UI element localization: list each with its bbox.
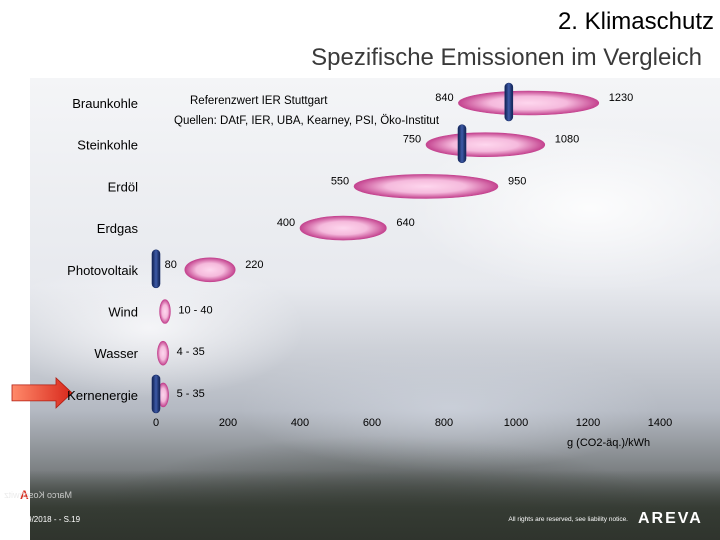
x-tick-label-800: 800 xyxy=(435,417,453,429)
footer-mirrored-text: Marco Koschwitz xyxy=(3,490,72,500)
range-ellipse-wind xyxy=(159,299,171,324)
reference-bar-photovoltaik xyxy=(151,249,161,289)
reference-bar-braunkohle xyxy=(504,82,514,122)
range-ellipse-photovoltaik xyxy=(184,257,236,283)
category-label-kernenergie: Kernenergie xyxy=(67,388,138,403)
range-ellipse-erd-l xyxy=(353,174,499,199)
value-label-max-erdgas: 640 xyxy=(396,217,414,229)
value-label-range-kernenergie: 5 - 35 xyxy=(177,388,205,400)
x-axis-unit-label: g (CO2-äq.)/kWh xyxy=(567,437,650,449)
sky-background xyxy=(30,78,720,540)
value-label-min-photovoltaik: 80 xyxy=(165,259,177,271)
value-label-max-photovoltaik: 220 xyxy=(245,259,263,271)
x-tick-label-0: 0 xyxy=(153,417,159,429)
slide-title: 2. Klimaschutz xyxy=(557,8,714,35)
footer-logo-mark: A xyxy=(20,488,29,502)
ground-silhouette xyxy=(30,470,720,540)
category-label-wasser: Wasser xyxy=(94,346,138,361)
x-tick-label-600: 600 xyxy=(363,417,381,429)
x-tick-label-1200: 1200 xyxy=(576,417,600,429)
reference-label: Referenzwert IER Stuttgart xyxy=(190,95,328,107)
footer-brand-logo: AREVA xyxy=(638,510,703,527)
sources-label: Quellen: DAtF, IER, UBA, Kearney, PSI, Ö… xyxy=(174,115,440,127)
category-label-steinkohle: Steinkohle xyxy=(77,138,138,153)
category-label-erd-l: Erdöl xyxy=(108,179,138,194)
chart-rows: Braunkohle 840 1230 Steinkohle 750 1080 Erdöl 5… xyxy=(11,82,633,414)
category-label-photovoltaik: Photovoltaik xyxy=(67,263,138,278)
value-label-range-wind: 10 - 40 xyxy=(178,305,212,317)
value-label-max-braunkohle: 1230 xyxy=(609,92,633,104)
range-ellipse-steinkohle xyxy=(425,132,546,157)
range-ellipse-wasser xyxy=(157,340,169,366)
x-axis: 0 200 400 600 800 1000 1200 1400 xyxy=(153,417,672,429)
x-tick-label-200: 200 xyxy=(219,417,237,429)
range-ellipse-braunkohle xyxy=(458,90,600,116)
value-label-min-braunkohle: 840 xyxy=(435,92,453,104)
footer-date: 3/19/2018 - - S.19 xyxy=(16,515,81,524)
value-label-max-steinkohle: 1080 xyxy=(555,134,579,146)
value-label-max-erd-l: 950 xyxy=(508,175,526,187)
footer-rights: All rights are reserved, see liability n… xyxy=(508,516,628,523)
value-label-min-erdgas: 400 xyxy=(277,217,295,229)
category-label-erdgas: Erdgas xyxy=(97,221,139,236)
reference-bar-steinkohle xyxy=(457,124,467,163)
value-label-min-erd-l: 550 xyxy=(331,175,349,187)
x-tick-label-1400: 1400 xyxy=(648,417,672,429)
x-tick-label-1000: 1000 xyxy=(504,417,528,429)
range-ellipse-erdgas xyxy=(299,215,387,241)
highlight-arrow-icon xyxy=(11,376,73,409)
x-tick-label-400: 400 xyxy=(291,417,309,429)
slide-subtitle: Spezifische Emissionen im Vergleich xyxy=(311,44,702,71)
value-label-range-wasser: 4 - 35 xyxy=(177,346,205,358)
category-label-braunkohle: Braunkohle xyxy=(72,96,138,111)
reference-bar-kernenergie xyxy=(151,374,161,414)
category-label-wind: Wind xyxy=(108,305,138,320)
value-label-min-steinkohle: 750 xyxy=(403,134,421,146)
